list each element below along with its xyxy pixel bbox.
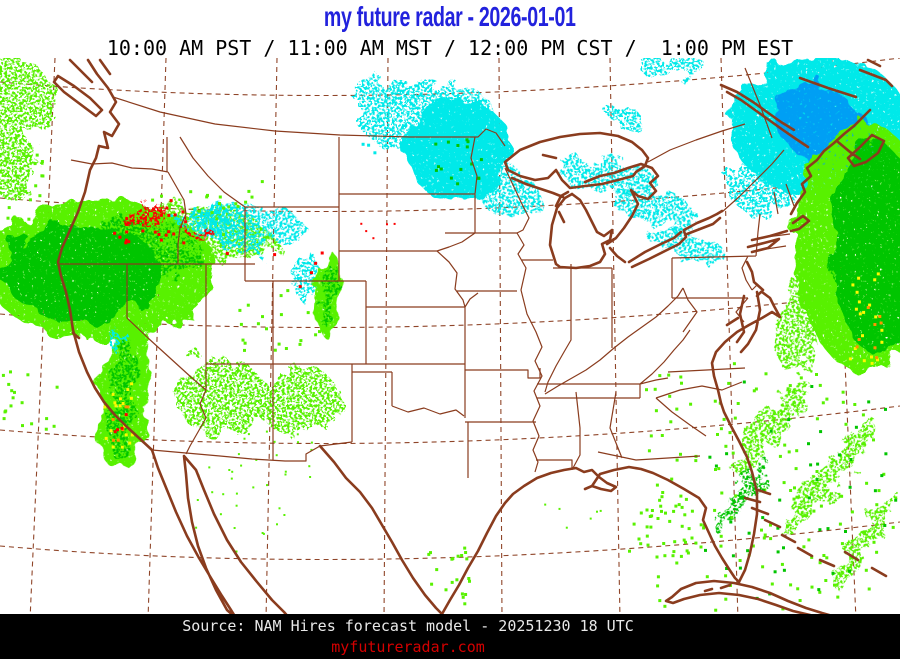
coastlines [52, 58, 894, 614]
page-title-text: my future radar - 2026-01-01 [324, 1, 576, 32]
valid-times-label: 10:00 AM PST / 11:00 AM MST / 12:00 PM C… [106, 36, 794, 60]
page-title: my future radar - 2026-01-01 [0, 0, 900, 34]
site-link[interactable]: myfutureradar.com [331, 638, 485, 656]
source-text: Source: NAM Hires forecast model - 20251… [182, 617, 634, 635]
radar-speckle-layer [1, 103, 898, 612]
radar-precipitation-layer [0, 58, 900, 586]
state-borders [58, 67, 795, 478]
footer-bar: Source: NAM Hires forecast model - 20251… [0, 614, 900, 659]
radar-map [0, 58, 900, 614]
